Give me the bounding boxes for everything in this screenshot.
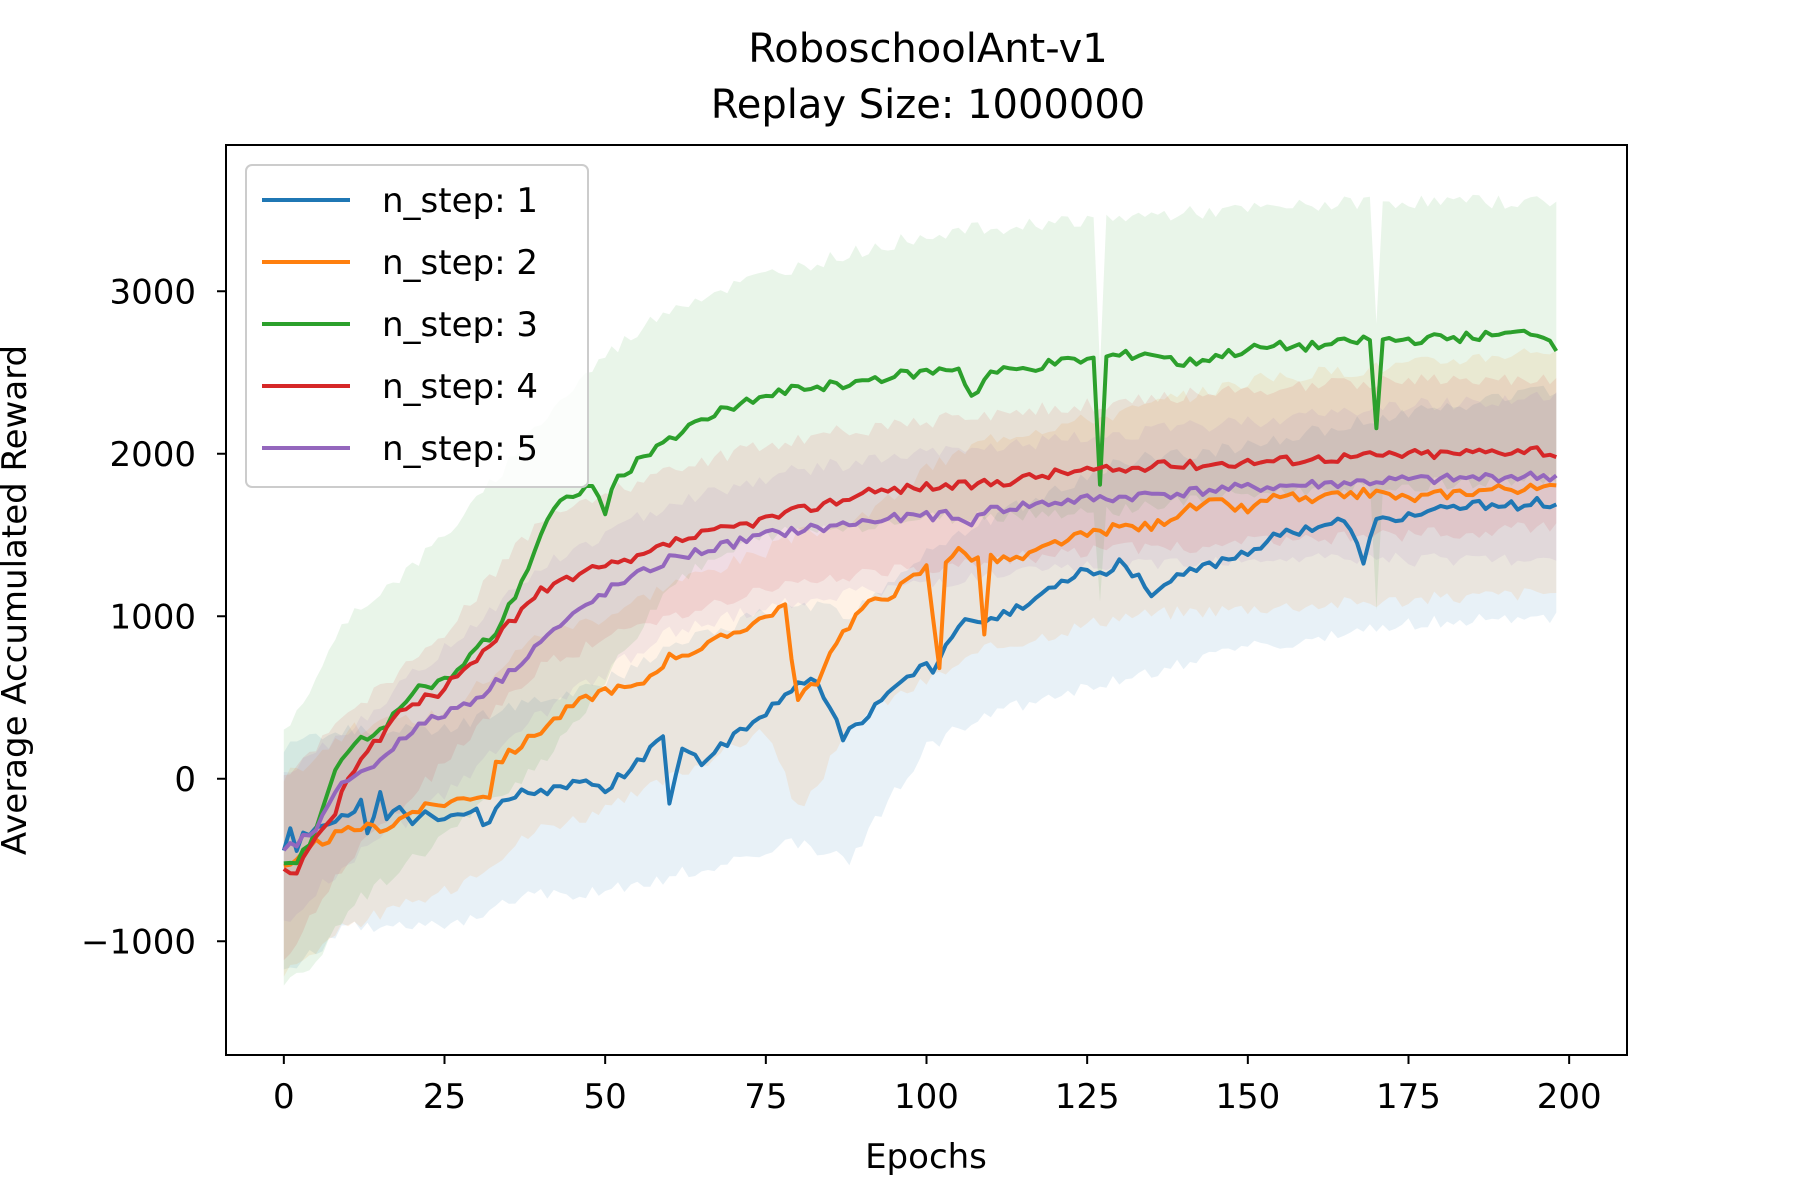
x-axis-ticks: 0 25 50 75 100 125 150 175 200: [273, 1055, 1602, 1117]
band-1: [283, 385, 1557, 970]
y-tick-label: 3000: [109, 272, 196, 312]
chart-title-line-1: RoboschoolAnt-v1: [748, 26, 1107, 72]
x-axis-label: Epochs: [865, 1137, 987, 1177]
x-tick-label: 25: [423, 1077, 466, 1117]
legend-label-3: n_step: 3: [382, 305, 538, 345]
legend-label-4: n_step: 4: [382, 367, 538, 407]
legend: n_step: 1 n_step: 2 n_step: 3 n_step: 4 n_st…: [245, 164, 589, 488]
x-tick-label: 175: [1376, 1077, 1441, 1117]
band-5: [283, 391, 1557, 922]
x-tick-label: 50: [584, 1077, 627, 1117]
x-tick-label: 0: [273, 1077, 295, 1117]
x-tick-label: 150: [1215, 1077, 1280, 1117]
x-tick-label: 75: [744, 1077, 787, 1117]
series-line-5: [282, 470, 1558, 852]
y-tick-label: 1000: [109, 597, 196, 637]
chart-title-line-2: Replay Size: 1000000: [711, 82, 1145, 128]
legend-label-2: n_step: 2: [382, 243, 538, 283]
series-line-3: [283, 328, 1558, 866]
y-tick-label: 2000: [109, 435, 196, 475]
band-3: [283, 194, 1557, 986]
y-axis-label: Average Accumulated Reward: [0, 345, 35, 855]
y-tick-label: 0: [174, 760, 196, 800]
y-tick-label: −1000: [81, 922, 196, 962]
x-tick-label: 100: [894, 1077, 959, 1117]
x-tick-label: 125: [1055, 1077, 1120, 1117]
series-line-2: [283, 482, 1557, 868]
series-line-1: [281, 496, 1558, 853]
y-axis-ticks: −1000 0 1000 2000 3000: [81, 272, 226, 962]
x-tick-label: 200: [1537, 1077, 1602, 1117]
series-lines: [281, 328, 1558, 876]
legend-label-5: n_step: 5: [382, 429, 538, 469]
legend-items: n_step: 1 n_step: 2 n_step: 3 n_step: 4 n_st…: [262, 181, 538, 469]
legend-box: [245, 164, 589, 488]
legend-label-1: n_step: 1: [382, 181, 538, 221]
series-line-4: [282, 445, 1557, 876]
band-4: [283, 374, 1557, 961]
